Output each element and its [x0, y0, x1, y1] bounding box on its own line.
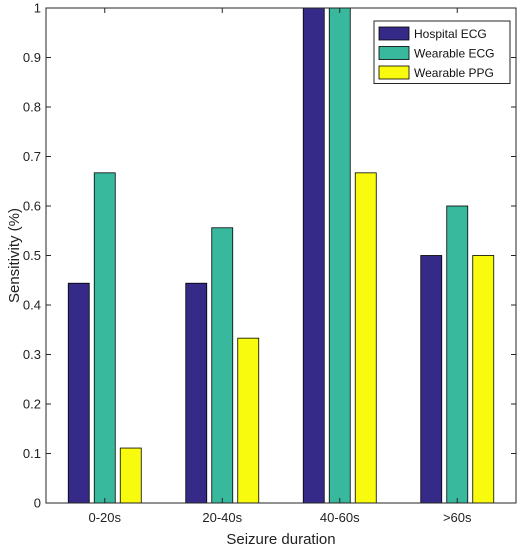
legend-swatch	[378, 65, 410, 80]
legend: Hospital ECG Wearable ECG Wearable PPG	[373, 20, 511, 84]
y-tick-label: 0.1	[23, 446, 41, 461]
bar	[328, 7, 351, 504]
bar	[302, 7, 325, 504]
legend-label: Hospital ECG	[414, 27, 487, 41]
y-tick-label: 1	[34, 1, 41, 16]
bar	[67, 282, 90, 504]
bar	[93, 172, 116, 504]
legend-items: Hospital ECG Wearable ECG Wearable PPG	[378, 26, 494, 80]
bar	[472, 255, 495, 504]
x-ticks: 0-20s 20-40s 40-60s >60s	[88, 8, 472, 525]
bar	[119, 447, 142, 504]
y-tick-label: 0.9	[23, 50, 41, 65]
bar	[185, 282, 208, 504]
y-tick-label: 0.7	[23, 149, 41, 164]
x-tick-label: 40-60s	[320, 510, 360, 525]
bars-layer	[67, 7, 495, 504]
bar	[354, 172, 377, 504]
y-tick-label: 0.2	[23, 397, 41, 412]
bar	[420, 255, 443, 504]
y-tick-label: 0.6	[23, 199, 41, 214]
y-tick-label: 0.8	[23, 100, 41, 115]
bar	[446, 205, 469, 504]
legend-swatch	[378, 26, 410, 41]
bar	[211, 227, 234, 504]
y-ticks: 0 0.1 0.2 0.3 0.4 0.5 0.6 0.7 0.8 0.9 1	[23, 1, 516, 511]
y-tick-label: 0.4	[23, 298, 41, 313]
x-tick-label: 0-20s	[88, 510, 121, 525]
x-tick-label: 20-40s	[202, 510, 242, 525]
y-tick-label: 0	[34, 496, 41, 511]
legend-label: Wearable ECG	[414, 47, 494, 61]
legend-label: Wearable PPG	[414, 66, 494, 80]
y-axis-label: Sensitivity (%)	[6, 208, 23, 303]
legend-swatch	[378, 46, 410, 60]
bar	[237, 337, 260, 504]
y-tick-label: 0.5	[23, 248, 41, 263]
x-tick-label: >60s	[443, 510, 472, 525]
x-axis-label: Seizure duration	[226, 531, 335, 548]
y-tick-label: 0.3	[23, 347, 41, 362]
